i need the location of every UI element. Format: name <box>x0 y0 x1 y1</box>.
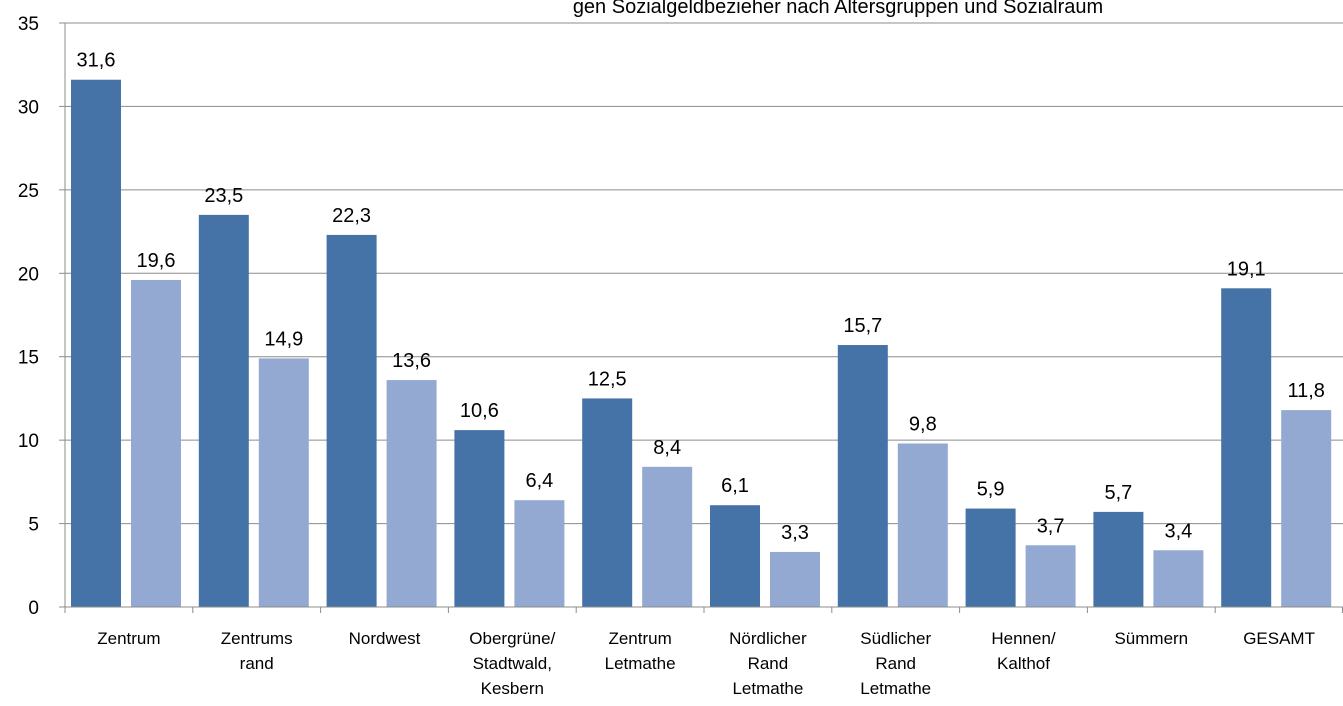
data-label: 11,8 <box>1287 380 1324 402</box>
data-label: 12,5 <box>588 368 627 390</box>
y-tick-label: 5 <box>28 515 39 536</box>
bar-series-2 <box>386 380 437 607</box>
data-label: 5,7 <box>1104 482 1132 504</box>
x-tick-label: Sümmern <box>1114 629 1188 648</box>
bar-series-1 <box>71 79 121 607</box>
data-label: 3,4 <box>1164 520 1192 542</box>
bar-series-2 <box>770 551 820 607</box>
data-label: 3,7 <box>1037 515 1065 537</box>
bar-series-2 <box>258 358 309 607</box>
data-label: 15,7 <box>843 315 882 337</box>
data-label: 8,4 <box>653 437 681 459</box>
bar-series-1 <box>198 214 249 607</box>
x-tick-label: Zentrums rand <box>221 629 293 673</box>
x-tick-label: Obergrüne/Stadtwald, Kesbern <box>469 629 555 698</box>
bar-series-2 <box>642 466 693 607</box>
data-label: 14,9 <box>264 328 303 350</box>
y-tick-label: 25 <box>18 181 39 202</box>
x-tick-label: Zentrum <box>97 629 160 648</box>
bar-series-2 <box>1153 550 1204 607</box>
bar-series-2 <box>514 500 565 607</box>
bar-series-2 <box>897 443 948 607</box>
y-tick-label: 30 <box>18 97 39 118</box>
data-label: 31,6 <box>77 50 116 72</box>
bars <box>71 79 1332 607</box>
x-tick-label: Nordwest <box>349 629 421 648</box>
data-label: 10,6 <box>460 400 499 422</box>
data-label: 19,1 <box>1227 258 1266 280</box>
gridlines <box>65 22 1343 525</box>
bar-series-1 <box>1093 511 1144 607</box>
y-tick-label: 15 <box>18 348 39 369</box>
data-label: 23,5 <box>204 185 243 207</box>
y-tick-label: 35 <box>18 14 39 35</box>
x-tick-label: Südlicher Rand Letmathe <box>860 629 931 698</box>
data-labels: 31,6 23,5 22,3 10,6 12,5 6,1 15,7 5,9 5,7 19,1 19,… <box>77 50 1325 544</box>
x-axis: Zentrum Zentrums rand Nordwest Obergrüne/Sta… <box>64 606 1343 698</box>
bar-series-1 <box>582 398 633 607</box>
bar-series-1 <box>454 430 505 607</box>
x-tick-label: Nördlicher Rand Letmathe <box>729 629 807 698</box>
bar-series-2 <box>1025 545 1076 607</box>
bar-series-1 <box>326 234 377 607</box>
y-tick-label: 20 <box>18 264 39 285</box>
y-axis: 0 5 10 15 20 25 30 35 <box>18 14 66 619</box>
data-label: 9,8 <box>909 413 937 435</box>
data-label: 3,3 <box>781 522 809 544</box>
data-label: 13,6 <box>392 350 431 372</box>
x-tick-label: Hennen/Kalthof <box>991 629 1056 673</box>
data-label: 22,3 <box>332 205 371 227</box>
bar-series-2 <box>1281 410 1332 607</box>
data-label: 19,6 <box>137 250 176 272</box>
bar-series-1 <box>1221 288 1272 607</box>
x-tick-label: GESAMT <box>1243 629 1315 648</box>
y-tick-label: 10 <box>18 431 39 452</box>
x-tick-label: Zentrum Letmathe <box>605 629 676 673</box>
data-label: 6,1 <box>721 475 749 497</box>
y-tick-label: 0 <box>28 598 39 619</box>
bar-series-1 <box>837 345 888 607</box>
data-label: 6,4 <box>525 470 553 492</box>
bar-series-1 <box>710 505 760 607</box>
bar-series-1 <box>965 508 1016 607</box>
chart-title: gen Sozialgeldbezieher nach Altersgruppe… <box>573 0 1103 18</box>
bar-series-2 <box>131 279 181 607</box>
data-label: 5,9 <box>977 479 1005 501</box>
